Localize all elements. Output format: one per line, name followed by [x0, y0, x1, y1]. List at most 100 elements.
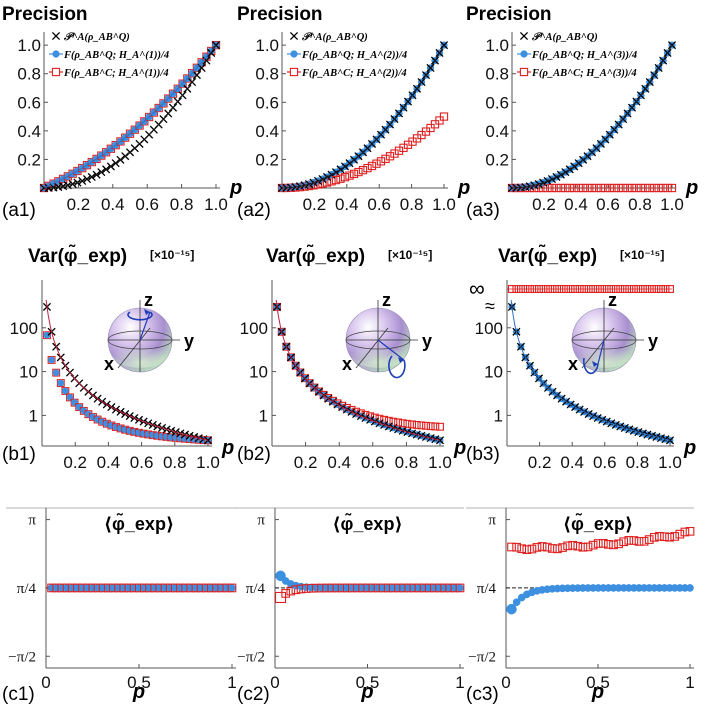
data-point-square	[408, 420, 417, 429]
x-tick-label: 0	[501, 673, 510, 692]
data-point-square	[394, 418, 403, 427]
data-point-circle	[520, 50, 528, 58]
data-point-square	[593, 539, 603, 548]
x-tick-label: 0.2	[528, 453, 552, 472]
data-point-circle	[290, 50, 298, 58]
data-point-square	[522, 545, 532, 554]
x-tick-label: 1	[455, 673, 464, 692]
sphere-axis-x	[355, 327, 389, 369]
data-point-square	[561, 183, 570, 193]
rotation-arrow	[582, 357, 599, 375]
data-point-square	[426, 422, 435, 431]
data-point-circle	[43, 331, 51, 339]
x-tick-label: 0.2	[303, 195, 327, 214]
y-tick-label: 0.4	[17, 122, 41, 141]
bloch-sphere: z y x	[342, 290, 432, 379]
panel-title: Var(φ̃_exp)	[28, 244, 127, 267]
y-tick-label: π	[28, 513, 36, 529]
data-point-square	[372, 159, 381, 168]
data-point-square	[358, 165, 368, 175]
bloch-sphere: z y x	[104, 290, 194, 374]
fit-line-black	[282, 44, 445, 189]
data-point-square	[685, 526, 695, 536]
sphere-label-y: y	[422, 331, 432, 351]
data-point-square	[558, 543, 567, 552]
data-point-square	[455, 583, 465, 593]
x-tick-label: 0	[41, 673, 50, 692]
x-axis-label: p	[229, 177, 242, 199]
panel-c3: ⟨φ̃_exp⟩ π π/4 −π/2 0 0.5 1 p (c3)	[466, 507, 695, 704]
y-tick-label: 0.8	[485, 65, 509, 84]
data-point-circle	[512, 598, 521, 607]
y-tick-label: 0.2	[485, 150, 509, 169]
data-point-square	[596, 183, 606, 193]
panel-b1: Var(φ̃_exp) [×10⁻¹⁵] 1 10 100 0.2 0.4 0.6 0.8 1.0…	[2, 244, 234, 472]
data-point-square	[507, 542, 516, 552]
x-axis-label: p	[132, 681, 145, 703]
data-point-square	[578, 183, 588, 193]
x-tick-label: 0.8	[626, 453, 650, 472]
sphere-label-x: x	[342, 354, 352, 374]
data-point-square	[331, 175, 341, 185]
panel-unit: [×10⁻¹⁵]	[620, 248, 664, 262]
data-point-square	[605, 183, 614, 193]
fit-line-blue	[43, 44, 217, 189]
legend-label: 𝒫^A(ρ_AB^Q)	[531, 32, 598, 43]
y-tick-label: −π/2	[468, 649, 496, 665]
panel-title: Precision	[2, 4, 88, 25]
y-tick-label: 100	[10, 319, 38, 338]
x-tick-label: 0.2	[532, 195, 556, 214]
panel-label: (a2)	[237, 200, 271, 221]
y-tick-label: π	[257, 513, 265, 529]
x-tick-label: 1.0	[196, 453, 220, 472]
data-point-square	[632, 183, 641, 193]
data-point-square	[385, 152, 395, 161]
sphere-label-y: y	[648, 331, 658, 351]
data-point-square	[552, 183, 561, 193]
x-tick-label: 1	[685, 673, 694, 692]
data-point-x	[289, 31, 299, 41]
data-point-square	[286, 586, 296, 596]
sphere-label-x: x	[104, 354, 114, 374]
data-point-circle	[228, 584, 236, 592]
data-point-square	[639, 536, 649, 546]
y-tick-label: 10	[19, 363, 38, 382]
data-point-square	[614, 183, 623, 193]
data-point-square	[587, 183, 597, 193]
data-point-square	[614, 539, 623, 549]
x-tick-label: 0.6	[361, 453, 385, 472]
panel-label: (c2)	[237, 684, 270, 704]
legend-label: 𝒫^A(ρ_AB^Q)	[301, 32, 368, 43]
data-point-circle	[686, 584, 694, 592]
x-tick-label: 0.8	[400, 195, 424, 214]
x-tick-label: 1.0	[432, 195, 456, 214]
legend-label: F(ρ_AB^C; H_A^(3))/4	[531, 68, 637, 79]
data-point-square	[667, 183, 677, 193]
data-point-square	[627, 183, 637, 193]
x-tick-label: 0.6	[135, 195, 159, 214]
x-tick-label: 0.8	[170, 195, 194, 214]
y-tick-label: 0.4	[485, 122, 509, 141]
x-tick-label: 1.0	[428, 453, 452, 472]
x-tick-label: 0.4	[564, 195, 588, 214]
y-tick-label: 100	[240, 319, 268, 338]
data-point-square	[665, 532, 674, 542]
panel-title: Var(φ̃_exp)	[266, 244, 365, 267]
data-point-square	[670, 532, 680, 541]
bloch-vector	[377, 339, 405, 361]
data-point-square	[390, 149, 399, 158]
data-point-square	[680, 527, 690, 537]
sphere-axis-x	[581, 327, 615, 369]
x-tick-label: 0.6	[593, 453, 617, 472]
y-tick-label: 0.8	[255, 65, 279, 84]
sphere-label-x: x	[568, 354, 578, 374]
rotation-arrow	[388, 355, 406, 379]
data-point-square	[604, 539, 613, 549]
fit-line-black	[44, 44, 217, 189]
data-point-square	[519, 67, 529, 77]
data-point-square	[547, 183, 557, 193]
data-point-circle	[52, 50, 60, 58]
panel-unit: [×10⁻¹⁵]	[150, 248, 194, 262]
data-point-square	[431, 422, 440, 431]
